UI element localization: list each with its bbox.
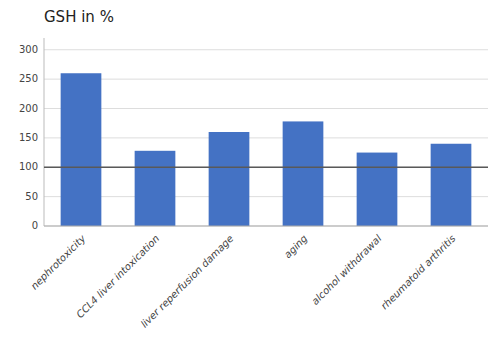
grid-line [44,49,488,50]
baseline [44,167,488,169]
y-tick-label: 50 [25,191,38,202]
grid-line [44,137,488,138]
bar [283,121,324,226]
x-tick-label: alcohol withdrawal [309,233,383,307]
grid-line [44,196,488,197]
title: GSH in % [44,8,114,26]
grid-line [44,108,488,109]
grid-line [44,167,488,168]
x-tick-label: nephrotoxicity [29,232,89,292]
bar [135,151,176,226]
chart: GSH in % 0 50 100 150 200 250 300 nephrotoxicity… [0,0,500,340]
x-axis-line [44,226,488,227]
bars [61,73,472,226]
y-tick-label: 200 [19,103,38,114]
bar [209,132,250,226]
y-tick-label: 0 [32,220,38,231]
grid-line [44,226,488,227]
x-tick-label: aging [282,233,310,261]
x-tick-label: CCL4 liver intoxication [74,233,161,320]
x-tick-label: rheumatoid arthritis [379,233,458,312]
y-tick-label: 150 [19,132,38,143]
y-tick-label: 250 [19,73,38,84]
grid [44,50,488,226]
y-tick-label: 300 [19,44,38,55]
y-axis-line [44,38,45,226]
x-tick-label: liver reperfusion damage [139,233,236,330]
grid-line [44,79,488,80]
bar [357,153,398,226]
y-tick-label: 100 [19,161,38,172]
bar [61,73,102,226]
bar [431,144,472,226]
